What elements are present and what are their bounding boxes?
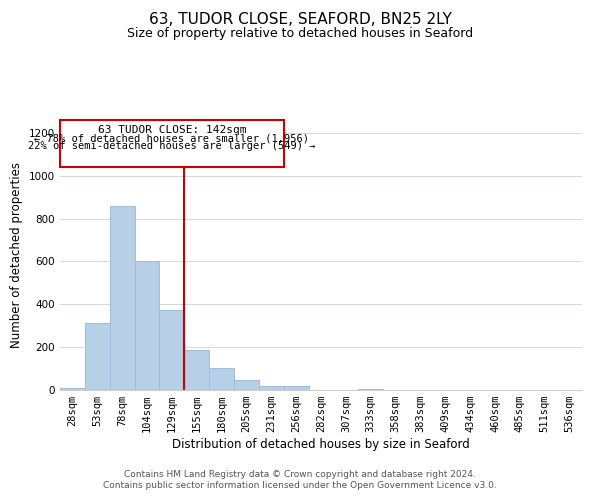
Bar bbox=[234, 380, 259, 390]
Text: 63 TUDOR CLOSE: 142sqm: 63 TUDOR CLOSE: 142sqm bbox=[98, 126, 246, 136]
Y-axis label: Number of detached properties: Number of detached properties bbox=[10, 162, 23, 348]
Bar bbox=[60, 388, 85, 390]
Text: Size of property relative to detached houses in Seaford: Size of property relative to detached ho… bbox=[127, 28, 473, 40]
Bar bbox=[358, 389, 383, 390]
Bar bbox=[160, 310, 184, 390]
Bar bbox=[110, 206, 134, 390]
Bar bbox=[134, 262, 160, 390]
Bar bbox=[184, 350, 209, 390]
Text: 63, TUDOR CLOSE, SEAFORD, BN25 2LY: 63, TUDOR CLOSE, SEAFORD, BN25 2LY bbox=[149, 12, 451, 28]
X-axis label: Distribution of detached houses by size in Seaford: Distribution of detached houses by size … bbox=[172, 438, 470, 451]
Text: 22% of semi-detached houses are larger (549) →: 22% of semi-detached houses are larger (… bbox=[28, 142, 316, 152]
Text: Contains HM Land Registry data © Crown copyright and database right 2024.: Contains HM Land Registry data © Crown c… bbox=[124, 470, 476, 479]
Text: ← 78% of detached houses are smaller (1,956): ← 78% of detached houses are smaller (1,… bbox=[34, 134, 310, 144]
Bar bbox=[209, 368, 234, 390]
Bar bbox=[284, 386, 308, 390]
Text: Contains public sector information licensed under the Open Government Licence v3: Contains public sector information licen… bbox=[103, 481, 497, 490]
Bar bbox=[60, 120, 284, 167]
Bar bbox=[85, 322, 110, 390]
Bar bbox=[259, 386, 284, 390]
